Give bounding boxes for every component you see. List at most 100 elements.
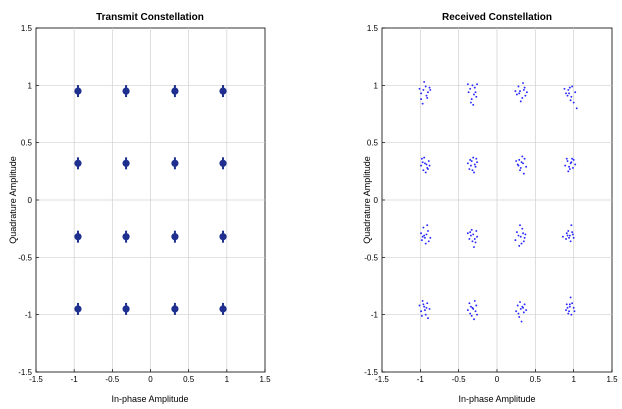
data-point [565,232,568,235]
data-point [525,309,528,312]
y-tick-label: -1.5 [364,368,378,377]
data-point [466,309,469,312]
y-tick-label: 1 [28,81,33,90]
data-point [468,238,471,240]
data-point [422,88,425,91]
data-point [522,232,525,235]
data-point [420,232,423,235]
data-point [516,304,519,307]
data-point [521,227,524,230]
data-point [469,312,472,315]
data-point [427,240,430,243]
data-point [476,313,479,316]
data-point [522,172,525,175]
y-tick-label: 1.5 [21,24,33,33]
chart-title: Transmit Constellation [96,12,204,23]
data-point [574,91,577,94]
data-point [574,163,577,166]
x-tick-label: -0.5 [452,375,466,384]
data-point [470,160,473,162]
data-point-stroke [125,157,128,170]
data-point [474,91,477,94]
data-point [420,239,423,242]
y-tick-label: 0.5 [21,139,33,148]
x-tick-label: 1 [571,375,576,384]
data-point [564,164,567,167]
data-point [519,235,522,238]
data-point [519,307,522,310]
data-point [469,305,472,308]
data-point [420,157,423,160]
data-point [475,95,478,98]
data-point [467,91,470,94]
data-point [418,87,421,90]
data-point [517,312,520,315]
data-point [568,165,571,168]
y-axis-label: Quadrature Amplitude [8,156,18,244]
data-point [571,302,574,305]
data-point-stroke [222,85,225,98]
data-point [568,303,571,306]
data-point [472,156,475,159]
data-point [565,303,568,306]
x-tick-label: 0.5 [183,375,195,384]
data-point [424,313,427,316]
chart-title: Received Constellation [442,12,552,23]
data-point [427,317,429,320]
data-point [424,85,427,88]
data-point [567,170,570,173]
data-point [473,163,476,166]
data-point-stroke [222,302,225,315]
data-point [569,99,572,102]
data-point [566,94,569,97]
data-point [427,160,430,162]
data-point [566,306,569,309]
data-point [422,226,425,229]
data-point [423,236,426,239]
data-point [515,160,518,162]
data-point [516,163,519,166]
y-tick-label: 0.5 [367,139,379,148]
data-point [475,157,478,160]
data-point [522,162,525,165]
data-point [518,316,521,318]
data-point [523,236,526,239]
data-point [567,88,570,91]
x-tick-label: 1.5 [606,375,618,384]
x-tick-label: -1.5 [375,375,389,384]
data-point [519,90,521,93]
data-point [570,161,573,164]
data-point [568,236,571,239]
data-point-stroke [76,85,79,98]
data-point [427,91,429,94]
y-tick-label: 1 [374,81,379,90]
received-constellation-plot: Received Constellation In-phase Amplitud… [362,12,618,404]
data-point [569,240,572,243]
x-tick-label: 0 [148,375,153,384]
data-point [522,88,525,91]
data-point [521,96,524,99]
x-axis-label: In-phase Amplitude [458,394,535,404]
data-point [518,92,521,95]
data-point [466,83,469,86]
data-point [571,157,574,160]
data-point [427,230,429,232]
data-point [523,303,526,306]
data-point [523,157,526,160]
data-point [426,224,429,227]
data-point [466,162,469,165]
data-point-stroke [222,157,225,170]
data-point [420,310,423,313]
x-tick-label: 0.5 [530,375,542,384]
data-point [473,299,476,302]
x-tick-label: -0.5 [105,375,119,384]
data-point [469,158,472,161]
data-point [468,302,471,305]
data-point [473,238,476,240]
data-point [471,84,474,87]
data-point [475,304,478,307]
data-point [421,235,424,238]
data-point-stroke [125,230,128,243]
data-point [523,86,526,89]
